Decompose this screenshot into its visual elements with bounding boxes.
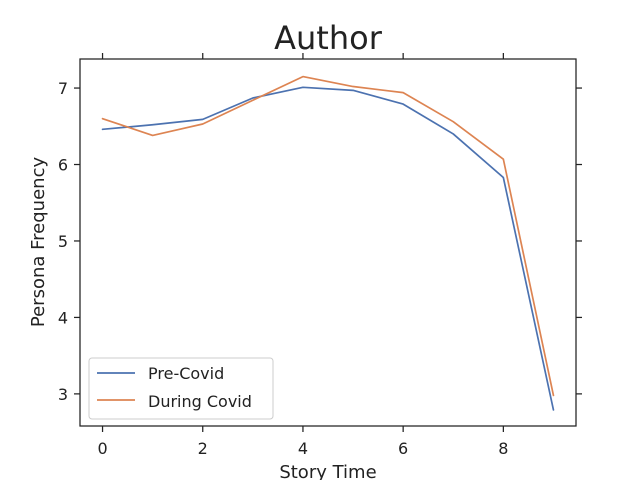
legend-label-pre-covid: Pre-Covid <box>148 364 224 383</box>
plot-frame <box>79 58 577 427</box>
chart-title: Author <box>274 19 383 57</box>
legend: Pre-Covid During Covid <box>88 357 274 420</box>
legend-label-during-covid: During Covid <box>148 392 252 411</box>
x-tick-label: 4 <box>298 439 308 458</box>
series-line-pre-covid <box>101 86 555 411</box>
series-line-during-covid <box>101 75 555 397</box>
y-tick-label: 7 <box>58 79 68 98</box>
y-tick-label: 4 <box>58 308 68 327</box>
plot-lines <box>101 75 555 411</box>
x-tick-label: 2 <box>198 439 208 458</box>
x-tick-label: 6 <box>398 439 408 458</box>
x-tick-label: 0 <box>97 439 107 458</box>
y-tick-label: 6 <box>58 156 68 175</box>
y-tick-label: 5 <box>58 232 68 251</box>
y-axis-label: Persona Frequency <box>28 157 49 328</box>
x-axis-label: Story Time <box>279 462 376 480</box>
y-tick-label: 3 <box>58 385 68 404</box>
x-tick-label: 8 <box>498 439 508 458</box>
axis-ticks: 0 2 4 6 8 3 4 5 6 7 <box>58 53 582 458</box>
